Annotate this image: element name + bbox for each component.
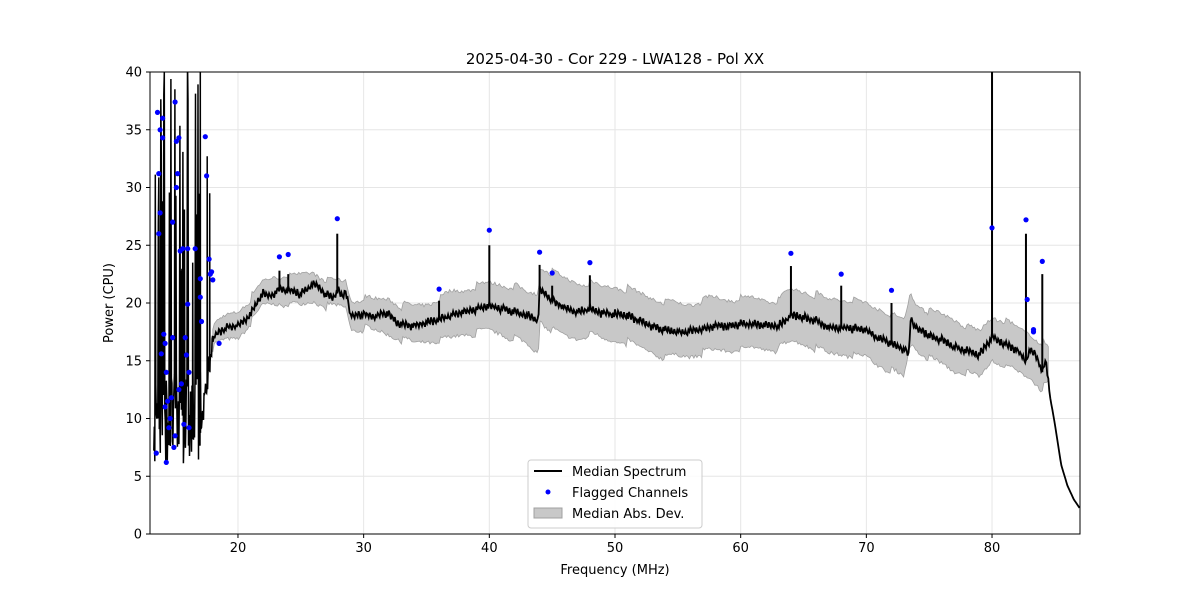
flagged-channel-point xyxy=(206,256,212,262)
legend-median-label: Median Spectrum xyxy=(572,465,686,480)
flagged-channel-point xyxy=(209,269,215,275)
flagged-channel-point xyxy=(185,246,191,252)
flagged-channel-point xyxy=(168,395,174,401)
flagged-channel-point xyxy=(202,134,208,140)
flagged-channel-point xyxy=(172,99,178,105)
flagged-channel-point xyxy=(186,369,192,375)
flagged-channel-point xyxy=(204,173,210,179)
y-tick-label: 0 xyxy=(134,528,142,543)
x-tick-label: 20 xyxy=(230,541,247,556)
flagged-channel-point xyxy=(285,251,291,258)
y-tick-label: 30 xyxy=(125,181,142,196)
flagged-channel-point xyxy=(197,294,203,300)
flagged-channel-point xyxy=(838,271,844,277)
flagged-channel-point xyxy=(165,398,171,404)
flagged-channel-point xyxy=(1039,258,1045,264)
plot-area xyxy=(153,72,1080,509)
flagged-channel-point xyxy=(176,387,182,393)
y-tick-label: 15 xyxy=(125,354,142,369)
flagged-channel-point xyxy=(192,246,198,252)
flagged-channel-point xyxy=(160,115,166,121)
flagged-channel-point xyxy=(989,225,995,231)
legend-mad-label: Median Abs. Dev. xyxy=(572,507,684,522)
flagged-channel-point xyxy=(176,135,182,141)
median-line-lowfreq xyxy=(153,72,214,465)
x-axis-label: Frequency (MHz) xyxy=(560,563,669,578)
flagged-channel-point xyxy=(158,351,164,357)
y-tick-label: 5 xyxy=(134,470,142,485)
flagged-channel-point xyxy=(154,109,161,115)
flagged-channel-point xyxy=(181,421,187,427)
flagged-channel-point xyxy=(157,210,163,216)
flagged-channel-point xyxy=(549,270,555,276)
flagged-channel-point xyxy=(587,260,593,266)
flagged-channel-point xyxy=(160,135,166,141)
flagged-channel-point xyxy=(163,459,169,465)
flagged-channel-point xyxy=(186,425,192,431)
flagged-channel-point xyxy=(161,331,167,337)
x-tick-label: 50 xyxy=(607,541,624,556)
flagged-channel-point xyxy=(156,231,162,237)
flagged-channel-point xyxy=(163,369,169,375)
legend: Median Spectrum Flagged Channels Median … xyxy=(527,459,703,529)
flagged-channel-point xyxy=(185,301,191,307)
flagged-channel-point xyxy=(173,184,179,191)
y-axis-label: Power (CPU) xyxy=(102,263,117,343)
flagged-channel-point xyxy=(175,171,181,177)
x-tick-label: 70 xyxy=(858,541,875,556)
legend-mad-swatch xyxy=(533,507,563,519)
flagged-channel-point xyxy=(178,381,184,387)
flagged-channel-point xyxy=(170,219,176,225)
x-axis-ticks: 20 30 40 50 60 70 80 xyxy=(230,534,1001,556)
flagged-channel-point xyxy=(162,404,168,410)
flagged-channel-point xyxy=(537,249,543,255)
flagged-channel-point xyxy=(197,276,203,282)
y-tick-label: 25 xyxy=(125,239,142,254)
flagged-channel-point xyxy=(216,340,222,346)
flagged-channel-point xyxy=(183,352,189,358)
y-axis-ticks: 0 5 10 15 20 25 30 35 40 xyxy=(125,66,150,543)
flagged-channel-point xyxy=(486,227,492,233)
flagged-channel-point xyxy=(170,335,176,341)
y-tick-label: 10 xyxy=(125,412,142,427)
flagged-channel-point xyxy=(276,254,282,260)
x-tick-label: 40 xyxy=(481,541,498,556)
flagged-channel-point xyxy=(888,287,895,293)
y-tick-label: 20 xyxy=(125,297,142,312)
legend-flagged-label: Flagged Channels xyxy=(572,486,688,501)
legend-box xyxy=(527,459,703,529)
median-line-group xyxy=(153,72,1080,509)
flagged-channel-point xyxy=(153,450,159,456)
legend-flagged-swatch xyxy=(545,489,551,495)
flagged-channel-point xyxy=(1030,329,1037,335)
x-tick-label: 30 xyxy=(355,541,372,556)
flagged-points-group xyxy=(153,99,1045,465)
flagged-channel-point xyxy=(180,246,186,252)
flagged-channel-point xyxy=(157,127,163,133)
x-tick-label: 60 xyxy=(732,541,749,556)
y-tick-label: 40 xyxy=(125,66,142,81)
flagged-channel-point xyxy=(172,433,178,439)
flagged-channel-point xyxy=(788,250,794,256)
flagged-channel-point xyxy=(334,216,340,222)
flagged-channel-point xyxy=(182,335,188,341)
flagged-channel-point xyxy=(167,415,173,422)
y-tick-label: 35 xyxy=(125,123,142,138)
flagged-channel-point xyxy=(171,444,177,450)
flagged-channel-point xyxy=(198,318,205,325)
flagged-channel-point xyxy=(1023,217,1029,223)
flagged-channel-point xyxy=(1024,296,1030,303)
flagged-channel-point xyxy=(166,425,172,431)
flagged-channel-point xyxy=(162,340,168,346)
flagged-channel-point xyxy=(436,286,442,292)
median-line xyxy=(211,279,1080,509)
flagged-channel-point xyxy=(156,171,162,177)
x-tick-label: 80 xyxy=(984,541,1001,556)
flagged-channel-point xyxy=(210,277,216,283)
chart-title: 2025-04-30 - Cor 229 - LWA128 - Pol XX xyxy=(466,50,764,68)
